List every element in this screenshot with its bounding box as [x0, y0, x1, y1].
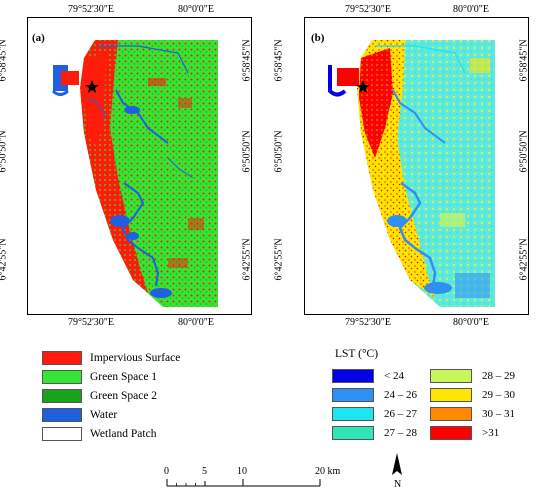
panel-b-left-lat-3: 6°42'55"N: [273, 238, 285, 281]
lst-class: >31: [430, 426, 499, 440]
lst-swatch: [430, 407, 472, 421]
landcover-map: [51, 40, 218, 307]
legend-swatch: [42, 351, 82, 365]
lst-class: 28 – 29: [430, 369, 515, 383]
lst-legend-title: LST (°C): [335, 348, 379, 360]
panel-b-bottom-lon-1: 79°52'30"E: [345, 317, 391, 328]
panel-a-right-lat-2: 6°50'50"N: [241, 130, 253, 173]
legend-item: Green Space 1: [42, 370, 157, 384]
legend-item: Impervious Surface: [42, 351, 180, 365]
panel-a-top-lon-1: 79°52'30"E: [68, 4, 114, 15]
panel-a-left-lat-2: 6°50'50"N: [0, 130, 9, 173]
lst-swatch: [332, 388, 374, 402]
scale-tick-label: 0: [164, 466, 169, 477]
lst-class-label: 24 – 26: [384, 389, 417, 401]
legend-label: Green Space 1: [90, 371, 158, 383]
panel-a-left-lat-3: 6°42'55"N: [0, 238, 9, 281]
panel-a-tag: (a): [32, 32, 45, 44]
legend-item: Green Space 2: [42, 389, 157, 403]
lst-class: < 24: [332, 369, 404, 383]
panel-b-top-lon-2: 80°0'0"E: [453, 4, 489, 15]
lst-class: 30 – 31: [430, 407, 515, 421]
lst-class: 27 – 28: [332, 426, 417, 440]
panel-a-left-lat-1: 6°58'45"N: [0, 39, 9, 82]
panel-b-left-lat-1: 6°58'45"N: [273, 39, 285, 82]
river-north: [98, 45, 189, 74]
legend-label: Impervious Surface: [90, 352, 181, 364]
north-arrow-label: N: [394, 479, 401, 490]
lake: [110, 215, 130, 227]
panel-b-bottom-lon-2: 80°0'0"E: [453, 317, 489, 328]
panel-b-right-lat-1: 6°58'45"N: [518, 39, 530, 82]
lst-class-label: 29 – 30: [482, 389, 515, 401]
lst-class-label: >31: [482, 427, 500, 439]
legend-label: Water: [90, 409, 118, 421]
legend-swatch: [42, 408, 82, 422]
lst-class: 29 – 30: [430, 388, 515, 402]
lst-swatch: [332, 407, 374, 421]
location-star-icon: [356, 80, 370, 93]
map-panel-a: (a): [27, 17, 252, 315]
panel-b-right-lat-2: 6°50'50"N: [518, 130, 530, 173]
panel-b-tag: (b): [311, 32, 325, 44]
scale-tick-label: 10: [237, 466, 247, 477]
panel-b-right-lat-3: 6°42'55"N: [518, 238, 530, 281]
river-mid: [115, 89, 169, 144]
panel-a-top-lon-2: 80°0'0"E: [178, 4, 214, 15]
scale-bar-graphic: [166, 479, 321, 487]
panel-b-left-lat-2: 6°50'50"N: [273, 130, 285, 173]
panel-b-top-lon-1: 79°52'30"E: [345, 4, 391, 15]
scale-tick-label: 20 km: [315, 466, 341, 477]
map-panel-b: (b): [304, 17, 529, 315]
lst-class-label: < 24: [384, 370, 404, 382]
lst-class: 24 – 26: [332, 388, 417, 402]
scale-tick-label: 5: [202, 466, 207, 477]
location-star-icon: [85, 80, 99, 93]
legend-swatch: [42, 370, 82, 384]
lst-map: [328, 40, 495, 307]
legend-item: Wetland Patch: [42, 427, 156, 441]
lst-swatch: [332, 369, 374, 383]
legend-swatch: [42, 389, 82, 403]
lst-class-label: 26 – 27: [384, 408, 417, 420]
panel-a-right-lat-1: 6°58'45"N: [241, 39, 253, 82]
lst-class: 26 – 27: [332, 407, 417, 421]
panel-a-bottom-lon-1: 79°52'30"E: [68, 317, 114, 328]
lst-class-label: 27 – 28: [384, 427, 417, 439]
legend-swatch: [42, 427, 82, 441]
lst-swatch: [332, 426, 374, 440]
legend-label: Wetland Patch: [90, 428, 157, 440]
panel-a-bottom-lon-2: 80°0'0"E: [178, 317, 214, 328]
lst-class-label: 28 – 29: [482, 370, 515, 382]
lst-swatch: [430, 426, 472, 440]
panel-a-right-lat-3: 6°42'55"N: [241, 238, 253, 281]
lst-class-label: 30 – 31: [482, 408, 515, 420]
lst-swatch: [430, 369, 472, 383]
lst-swatch: [430, 388, 472, 402]
legend-label: Green Space 2: [90, 390, 158, 402]
north-arrow-icon: N: [392, 453, 402, 490]
legend-item: Water: [42, 408, 117, 422]
